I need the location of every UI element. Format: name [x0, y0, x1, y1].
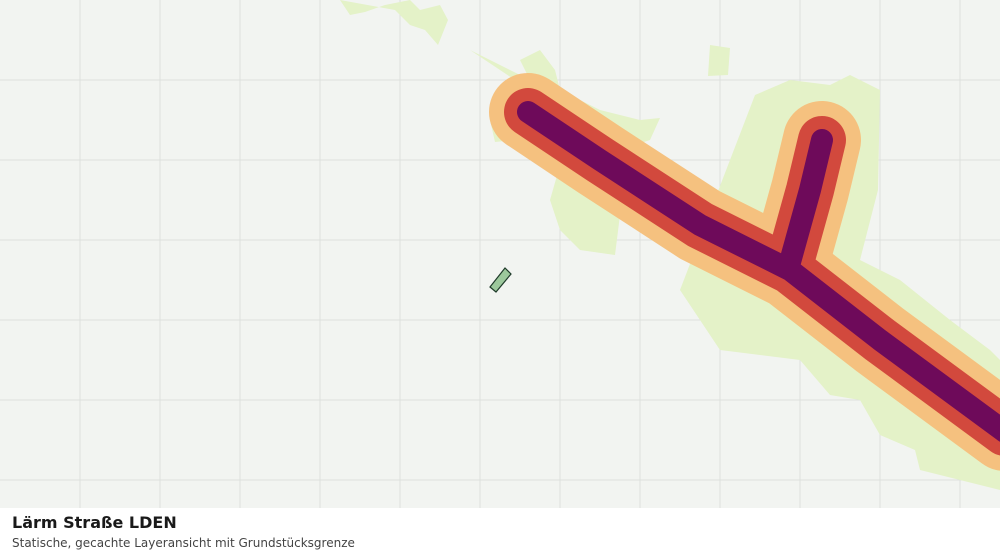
map-view [0, 0, 1000, 508]
layer-subtitle: Statische, gecachte Layeransicht mit Gru… [12, 536, 355, 550]
layer-title: Lärm Straße LDEN [12, 513, 177, 532]
caption: Lärm Straße LDEN Statische, gecachte Lay… [12, 512, 355, 552]
noise-bands [489, 73, 1000, 471]
noise-zone-very-high [517, 101, 1000, 442]
parcel-boundary [489, 267, 512, 293]
